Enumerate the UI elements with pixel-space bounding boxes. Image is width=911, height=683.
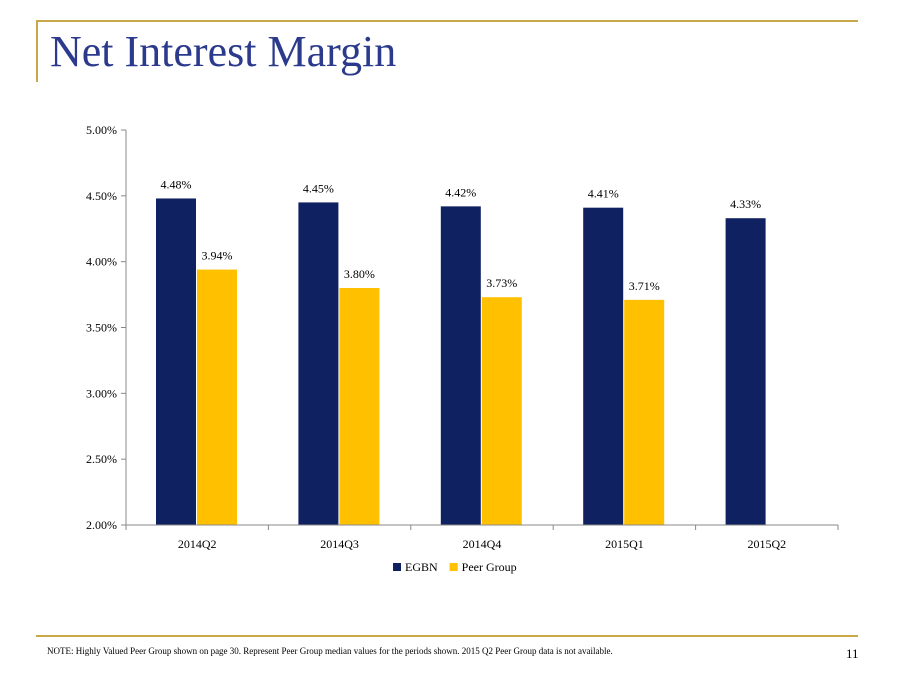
x-tick-label: 2014Q3 (320, 537, 359, 551)
data-label: 4.42% (445, 185, 476, 199)
legend-swatch (449, 563, 458, 571)
y-tick-label: 4.50% (86, 189, 117, 203)
x-tick-label: 2015Q1 (605, 537, 644, 551)
x-tick-label: 2014Q4 (463, 537, 502, 551)
slide-title: Net Interest Margin (50, 27, 397, 76)
bar-egbn (298, 202, 339, 525)
data-label: 3.94% (202, 249, 233, 263)
data-label: 3.80% (344, 267, 375, 281)
legend-swatch (393, 563, 401, 571)
footer-rule (36, 635, 858, 637)
bar-peer-group (481, 297, 522, 525)
data-label: 4.48% (161, 177, 192, 191)
data-label: 4.45% (303, 181, 334, 195)
y-axis: 2.00% 2.50% 3.00% 3.50% 4.00% 4.50% 5.00% (86, 123, 127, 532)
y-tick-label: 2.50% (86, 452, 117, 466)
bar-peer-group (339, 288, 380, 525)
data-label: 3.71% (629, 279, 660, 293)
bar-peer-group (197, 269, 237, 525)
bar-egbn (725, 218, 766, 525)
x-axis: 2014Q2 2014Q3 2014Q4 2015Q1 2015Q2 (125, 524, 839, 551)
bar-chart: 2.00% 2.50% 3.00% 3.50% 4.00% 4.50% 5.00% 4.48… (86, 123, 839, 574)
y-tick-label: 3.00% (86, 386, 117, 400)
data-label: 4.33% (730, 197, 761, 211)
header-top-rule (36, 20, 858, 22)
data-label: 4.41% (588, 187, 619, 201)
legend-label: Peer Group (462, 560, 517, 574)
bar-peer-group (624, 299, 665, 525)
header-left-rule (36, 20, 38, 82)
y-tick-label: 2.00% (86, 518, 117, 532)
bars: 4.48% 4.45% 4.42% 4.41% 4.33% 3.94% 3.80% 3.73%… (156, 177, 766, 525)
bar-egbn (440, 206, 481, 525)
footnote: NOTE: Highly Valued Peer Group shown on … (47, 646, 613, 656)
x-tick-label: 2014Q2 (178, 537, 217, 551)
bar-egbn (156, 198, 196, 525)
x-tick-label: 2015Q2 (747, 537, 786, 551)
y-tick-label: 3.50% (86, 321, 117, 335)
page-number: 11 (846, 646, 859, 661)
legend: EGBN Peer Group (393, 560, 517, 574)
y-tick-label: 4.00% (86, 255, 117, 269)
data-label: 3.73% (486, 276, 517, 290)
legend-label: EGBN (405, 560, 438, 574)
y-tick-label: 5.00% (86, 123, 117, 137)
bar-egbn (583, 207, 624, 525)
